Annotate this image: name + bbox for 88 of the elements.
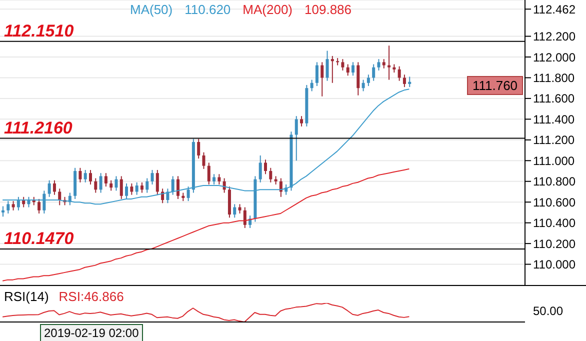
candlestick: [382, 58, 386, 69]
candlestick: [12, 200, 15, 211]
candlestick: [38, 198, 41, 214]
candlestick: [300, 116, 304, 127]
candlestick: [104, 172, 108, 188]
candlestick: [202, 152, 206, 170]
annotation: RSI:46.866: [58, 289, 124, 304]
candlestick: [212, 174, 216, 185]
candlestick: [130, 182, 134, 196]
candlestick: [186, 186, 190, 202]
y-tick-label: 112.200: [533, 30, 576, 44]
candlestick: [388, 45, 391, 80]
candlestick: [207, 162, 210, 185]
candlestick: [341, 58, 344, 71]
candlestick: [114, 176, 118, 192]
y-tick-label: 111.000: [533, 154, 575, 168]
candlestick: [84, 169, 87, 183]
candlestick: [176, 176, 180, 200]
candlestick: [336, 58, 340, 66]
y-tick-label: 110.000: [533, 258, 576, 272]
candlestick: [366, 74, 370, 87]
candlestick: [94, 178, 98, 194]
ref-line-label: 112.1510: [4, 21, 74, 40]
candlestick: [156, 169, 159, 196]
y-tick-label: 110.400: [533, 216, 576, 230]
text: 111.760: [467, 76, 523, 95]
ref-line-label: 111.2160: [4, 118, 73, 138]
candlestick: [58, 188, 62, 206]
candlestick: [218, 174, 221, 185]
candlestick: [238, 204, 242, 214]
chart-title: RSI(14): [4, 289, 49, 304]
y-tick-label: 111.400: [533, 112, 575, 126]
candlestick: [326, 50, 329, 82]
text: 2019-02-19 02:00: [40, 324, 143, 341]
candlestick: [320, 62, 324, 97]
y-tick-label: 110.800: [533, 174, 576, 189]
candlestick: [315, 62, 318, 87]
candlestick: [294, 116, 298, 162]
candlestick: [16, 196, 20, 211]
candlestick: [48, 180, 51, 198]
candlestick: [89, 169, 92, 185]
candlestick: [377, 58, 380, 71]
text: MA(50): [130, 2, 173, 17]
candlestick: [264, 159, 267, 175]
ref-line-label: 110.1470: [4, 229, 74, 248]
candlestick: [402, 74, 406, 88]
candlestick: [2, 206, 4, 218]
candlestick: [150, 169, 154, 185]
candlestick: [52, 180, 56, 196]
candlestick: [372, 64, 376, 82]
candlestick: [233, 204, 236, 218]
candlestick: [408, 76, 412, 88]
y-tick-label: 112.462: [533, 2, 576, 16]
candlestick: [99, 172, 102, 194]
text: 50.00: [533, 304, 564, 318]
y-tick-label: 111.600: [533, 92, 575, 106]
candlestick: [362, 79, 365, 92]
y-tick-label: 112.000: [533, 50, 576, 64]
text: MA(200): [242, 2, 293, 17]
candlestick: [120, 176, 123, 200]
candlestick: [166, 188, 170, 204]
candlestick: [135, 182, 138, 196]
line-series: [2, 168, 410, 282]
candlestick: [310, 79, 314, 92]
candlestick: [110, 180, 113, 192]
candlestick: [146, 178, 149, 194]
y-tick-label: 110.600: [533, 195, 576, 210]
candlestick: [78, 167, 82, 183]
y-tick-label: 111.800: [533, 70, 575, 85]
y-tick-label: 110.200: [533, 236, 576, 251]
y-tick-label: 111.200: [533, 133, 575, 148]
candlestick: [243, 206, 246, 228]
candlestick: [125, 182, 128, 200]
annotation: 109.886: [304, 2, 352, 17]
candlestick: [330, 55, 334, 84]
candlestick: [346, 64, 350, 76]
candlestick: [356, 62, 360, 96]
candlestick: [6, 200, 10, 214]
annotation: 110.620: [184, 2, 231, 17]
candlestick: [161, 188, 164, 204]
candlestick: [42, 190, 46, 214]
candlestick: [269, 167, 272, 183]
candlestick: [171, 176, 174, 196]
candlestick: [140, 182, 144, 194]
candlestick: [398, 66, 401, 82]
candlestick: [258, 154, 262, 183]
candlestick: [197, 138, 200, 160]
candlestick: [352, 62, 354, 76]
